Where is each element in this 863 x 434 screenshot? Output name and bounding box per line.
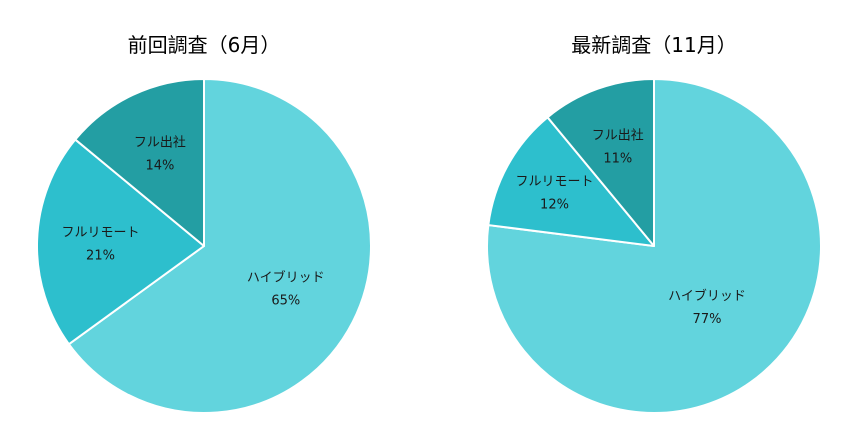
full-office-slice [74,78,205,247]
chart-title: 最新調査（11月） [571,33,736,57]
full-remote-slice [487,116,655,247]
slice-category-label: フルリモート [515,174,593,189]
slice-category-label: フル出社 [592,127,644,143]
slice-value-label: 12% [540,197,569,212]
pie-chart-november: 最新調査（11月） ハイブリッド 77% フルリモート 12% フル出社 11% [486,33,822,414]
full-remote-slice [35,138,205,346]
slice-value-label: 14% [145,158,174,173]
chart-title: 前回調査（6月） [128,33,281,57]
pie-chart-june: 前回調査（6月） ハイブリッド 65% フルリモート 21% フル出社 14% [35,33,372,414]
slice-category-label: ハイブリッド [668,288,746,304]
full-office-slice [546,78,655,247]
slice-category-label: フルリモート [61,226,139,241]
slice-category-label: フル出社 [134,134,186,150]
hybrid-slice [67,78,372,414]
slice-value-label: 77% [693,312,722,327]
slice-value-label: 65% [271,294,300,309]
hybrid-slice [486,78,822,414]
slice-category-label: ハイブリッド [247,270,325,286]
slice-value-label: 21% [86,249,115,264]
slice-value-label: 11% [603,151,632,166]
